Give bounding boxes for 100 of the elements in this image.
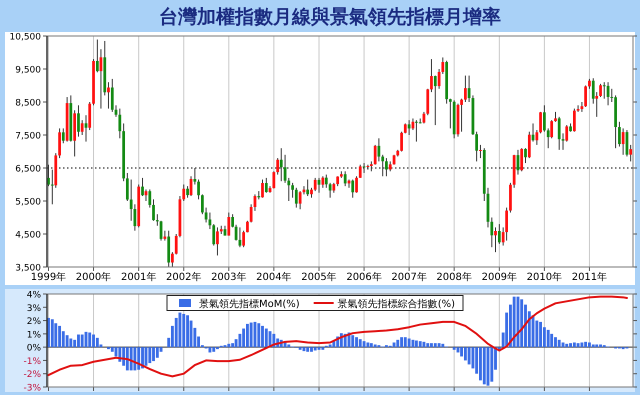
bar: [80, 334, 84, 348]
candlestick: [370, 160, 373, 172]
bar: [246, 324, 249, 348]
y-tick-label: -2%: [23, 370, 42, 380]
bar: [133, 347, 136, 370]
candlestick: [324, 174, 328, 188]
candlestick: [141, 177, 144, 197]
candlestick: [532, 122, 534, 142]
bar: [156, 347, 159, 358]
bar: [264, 328, 268, 348]
candlestick: [460, 98, 463, 132]
bar: [178, 312, 182, 348]
bar: [452, 347, 456, 350]
bar: [486, 347, 490, 386]
bar: [464, 347, 467, 360]
x-tick-label: 2001年: [120, 271, 156, 283]
bar: [152, 347, 155, 362]
candlestick: [332, 182, 336, 194]
bar: [588, 342, 591, 348]
bar: [400, 337, 404, 348]
bar: [362, 341, 366, 348]
candlestick: [498, 224, 501, 244]
candlestick: [562, 132, 564, 150]
candlestick: [629, 144, 632, 162]
y-tick-label: 3,500: [15, 264, 42, 274]
y-tick-label: 1%: [26, 330, 42, 340]
bar: [408, 338, 411, 348]
candlestick: [441, 56, 444, 74]
candlestick: [362, 162, 366, 174]
candlestick: [448, 98, 452, 129]
y-tick-label: -3%: [23, 384, 42, 394]
x-tick-label: 2011年: [572, 271, 608, 283]
x-tick-label: 1999年: [30, 271, 66, 283]
candlestick: [321, 176, 324, 188]
bar: [321, 347, 324, 350]
bar: [66, 335, 69, 348]
legend-label: 景氣領先指標綜合指數(%): [338, 298, 456, 310]
candlestick: [118, 108, 122, 139]
candlestick: [404, 122, 407, 134]
candlestick: [528, 131, 531, 159]
y-tick-label: 7,500: [15, 132, 42, 142]
bar: [520, 299, 524, 348]
bar: [460, 347, 464, 356]
bar: [374, 344, 377, 348]
candlestick: [272, 170, 276, 189]
x-tick-label: 2002年: [166, 271, 202, 283]
bar: [328, 344, 332, 348]
candlestick: [186, 186, 189, 198]
candlestick: [144, 188, 148, 202]
y-tick-label: 9,500: [15, 66, 42, 76]
bar: [569, 343, 572, 348]
candlestick: [385, 158, 388, 177]
bar: [314, 347, 317, 350]
x-tick-label: 2008年: [436, 271, 472, 283]
bar: [599, 344, 602, 348]
bar: [144, 347, 148, 366]
candlestick: [588, 78, 591, 90]
bar: [126, 347, 129, 370]
legend-label: 景氣領先指標MoM(%): [199, 298, 300, 310]
candlestick: [238, 226, 242, 248]
bar: [231, 343, 234, 348]
bar: [284, 342, 287, 348]
candlestick: [291, 182, 294, 198]
x-tick-label: 2010年: [526, 271, 562, 283]
bar: [96, 338, 99, 348]
bar: [298, 347, 302, 350]
bar: [306, 347, 310, 352]
bar: [355, 337, 358, 348]
candlestick: [606, 82, 610, 106]
candlestick: [524, 148, 527, 164]
bar: [512, 296, 516, 348]
x-tick-label: 2006年: [346, 271, 382, 283]
candlestick: [554, 111, 557, 122]
y-tick-label: 0%: [26, 344, 42, 354]
x-tick-label: 2005年: [301, 271, 337, 283]
bar: [414, 340, 418, 348]
bar: [562, 342, 564, 348]
x-tick-label: 2003年: [211, 271, 247, 283]
chart-title: 台灣加權指數月線與景氣領先指標月增率: [159, 6, 501, 28]
bar: [84, 332, 88, 348]
candlestick: [344, 170, 347, 187]
candlestick: [602, 82, 606, 100]
candlestick: [573, 108, 576, 132]
candlestick: [355, 176, 358, 194]
x-tick-label: 2009年: [482, 271, 518, 283]
bar: [516, 296, 520, 348]
x-tick-label: 2007年: [391, 271, 427, 283]
y-tick-label: 10,500: [10, 32, 42, 42]
candlestick: [622, 128, 625, 156]
candlestick: [264, 177, 268, 194]
bar: [572, 342, 576, 348]
bar: [468, 347, 471, 364]
bar: [550, 334, 554, 348]
bar: [58, 326, 62, 348]
candlestick: [464, 75, 467, 102]
bar: [208, 347, 212, 352]
candlestick: [351, 179, 354, 198]
candlestick: [80, 120, 84, 136]
candlestick: [254, 194, 256, 212]
candlestick: [550, 120, 554, 139]
